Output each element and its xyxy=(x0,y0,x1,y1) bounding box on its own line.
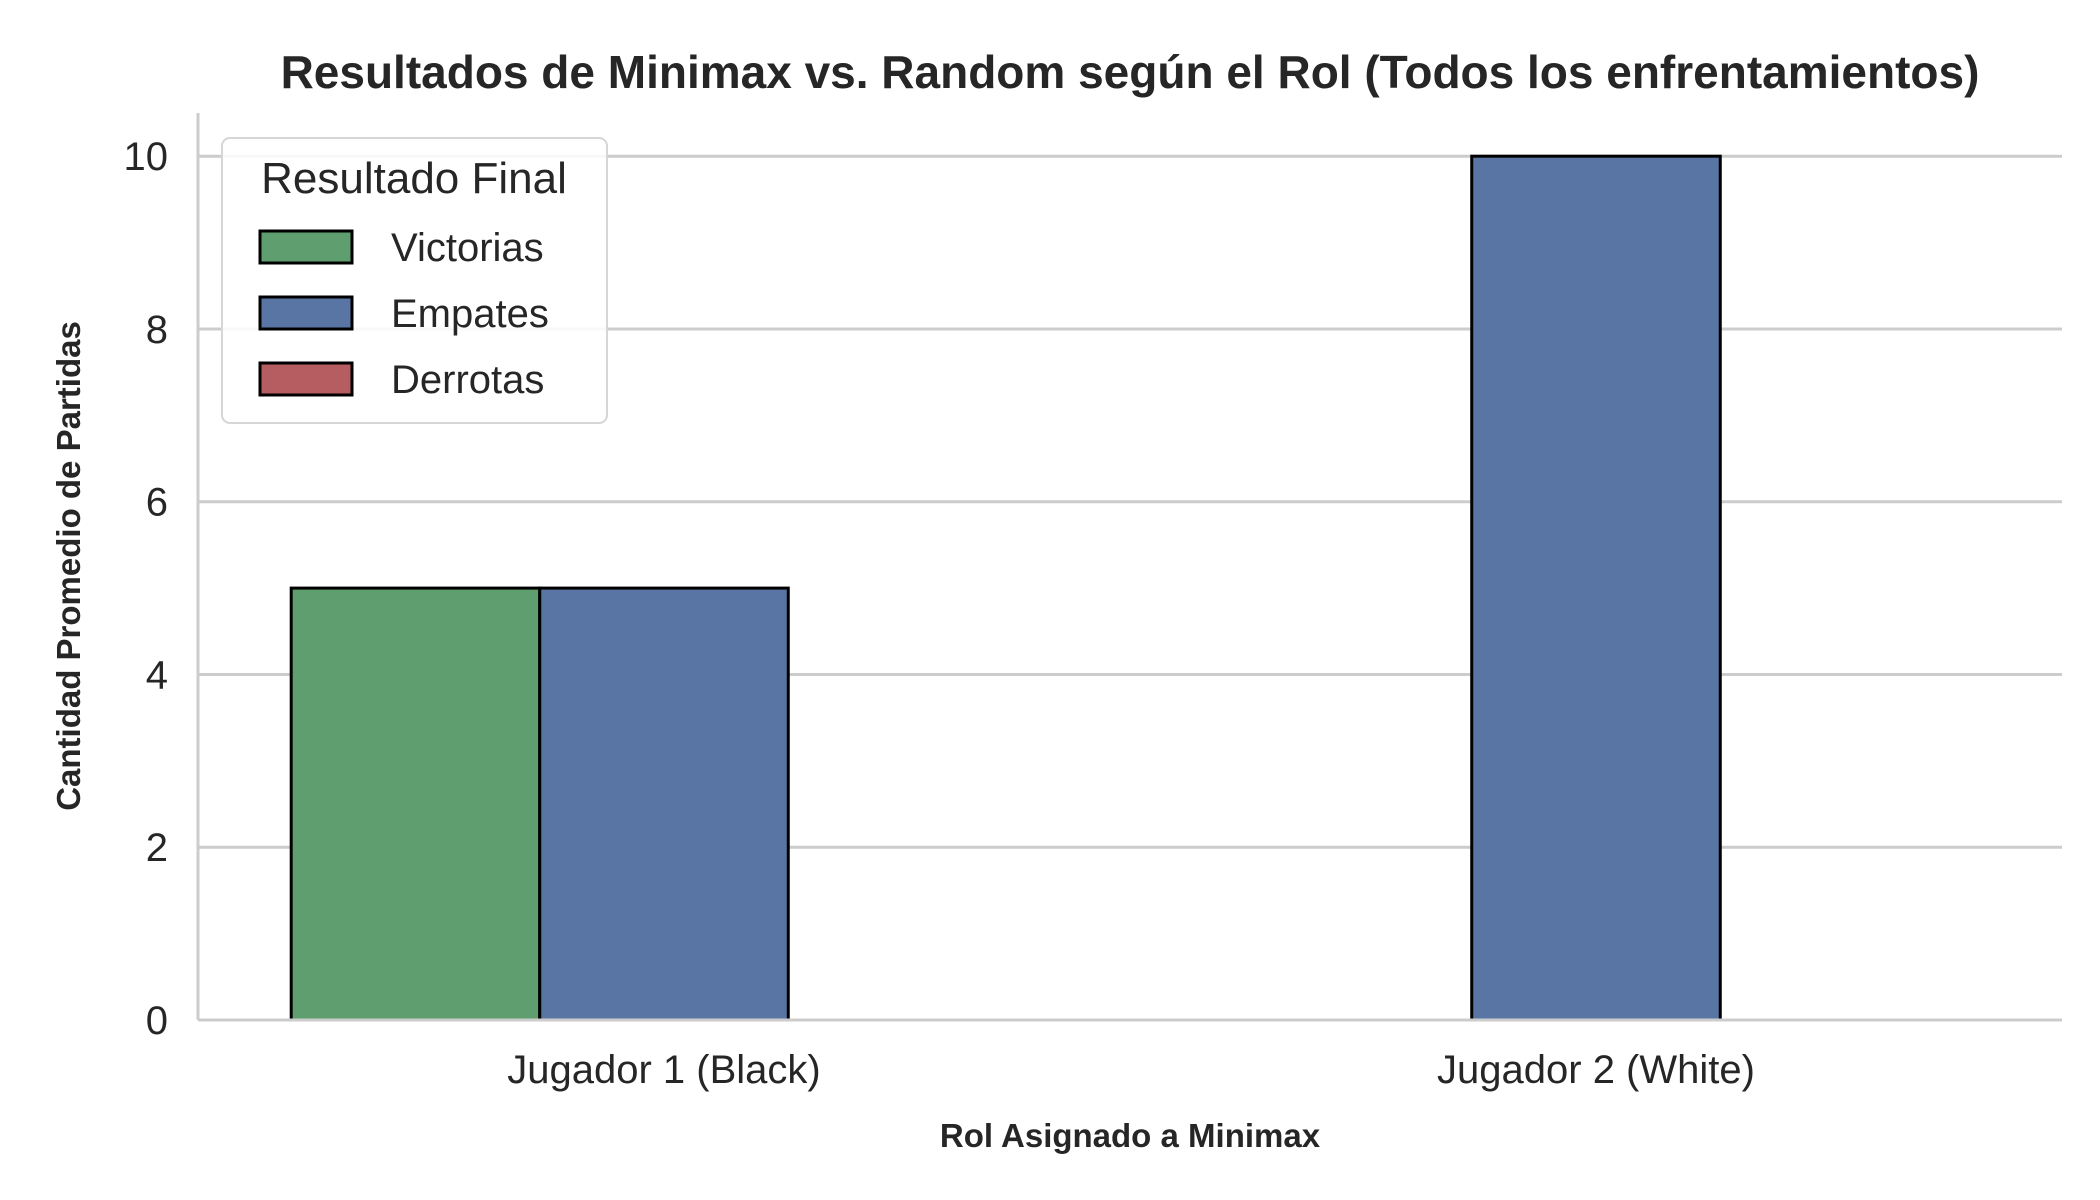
axes xyxy=(196,113,2062,1022)
x-axis-label: Rol Asignado a Minimax xyxy=(940,1117,1321,1154)
y-tick-labels: 0 2 4 6 8 10 xyxy=(124,135,169,1043)
legend-title: Resultado Final xyxy=(261,154,567,203)
y-axis-label: Cantidad Promedio de Partidas xyxy=(50,321,87,811)
legend-label-empates: Empates xyxy=(391,292,549,336)
legend-swatch-victorias xyxy=(258,229,354,265)
y-tick-label: 4 xyxy=(146,653,168,697)
y-tick-label: 6 xyxy=(146,481,168,525)
x-tick-label: Jugador 1 (Black) xyxy=(507,1048,820,1092)
legend-label-victorias: Victorias xyxy=(391,226,544,270)
x-tick-labels: Jugador 1 (Black) Jugador 2 (White) xyxy=(507,1048,1755,1092)
y-tick-label: 10 xyxy=(124,135,169,179)
y-tick-label: 0 xyxy=(146,999,168,1043)
y-tick-label: 2 xyxy=(146,826,168,870)
bar-empates-2 xyxy=(1470,154,1722,1022)
legend-items: Victorias Empates Derrotas xyxy=(258,226,549,402)
bar-empates-1 xyxy=(538,586,790,1022)
y-tick-label: 8 xyxy=(146,308,168,352)
legend: Resultado Final Victorias Empates Derrotas xyxy=(221,137,608,424)
bar-victorias-1 xyxy=(289,586,542,1022)
legend-frame xyxy=(221,137,608,424)
x-tick-label: Jugador 2 (White) xyxy=(1437,1048,1755,1092)
legend-swatch-derrotas xyxy=(258,361,354,397)
bars xyxy=(289,154,1722,1022)
legend-swatch-empates xyxy=(258,295,354,331)
legend-label-derrotas: Derrotas xyxy=(391,358,544,402)
chart-title: Resultados de Minimax vs. Random según e… xyxy=(281,46,1980,98)
